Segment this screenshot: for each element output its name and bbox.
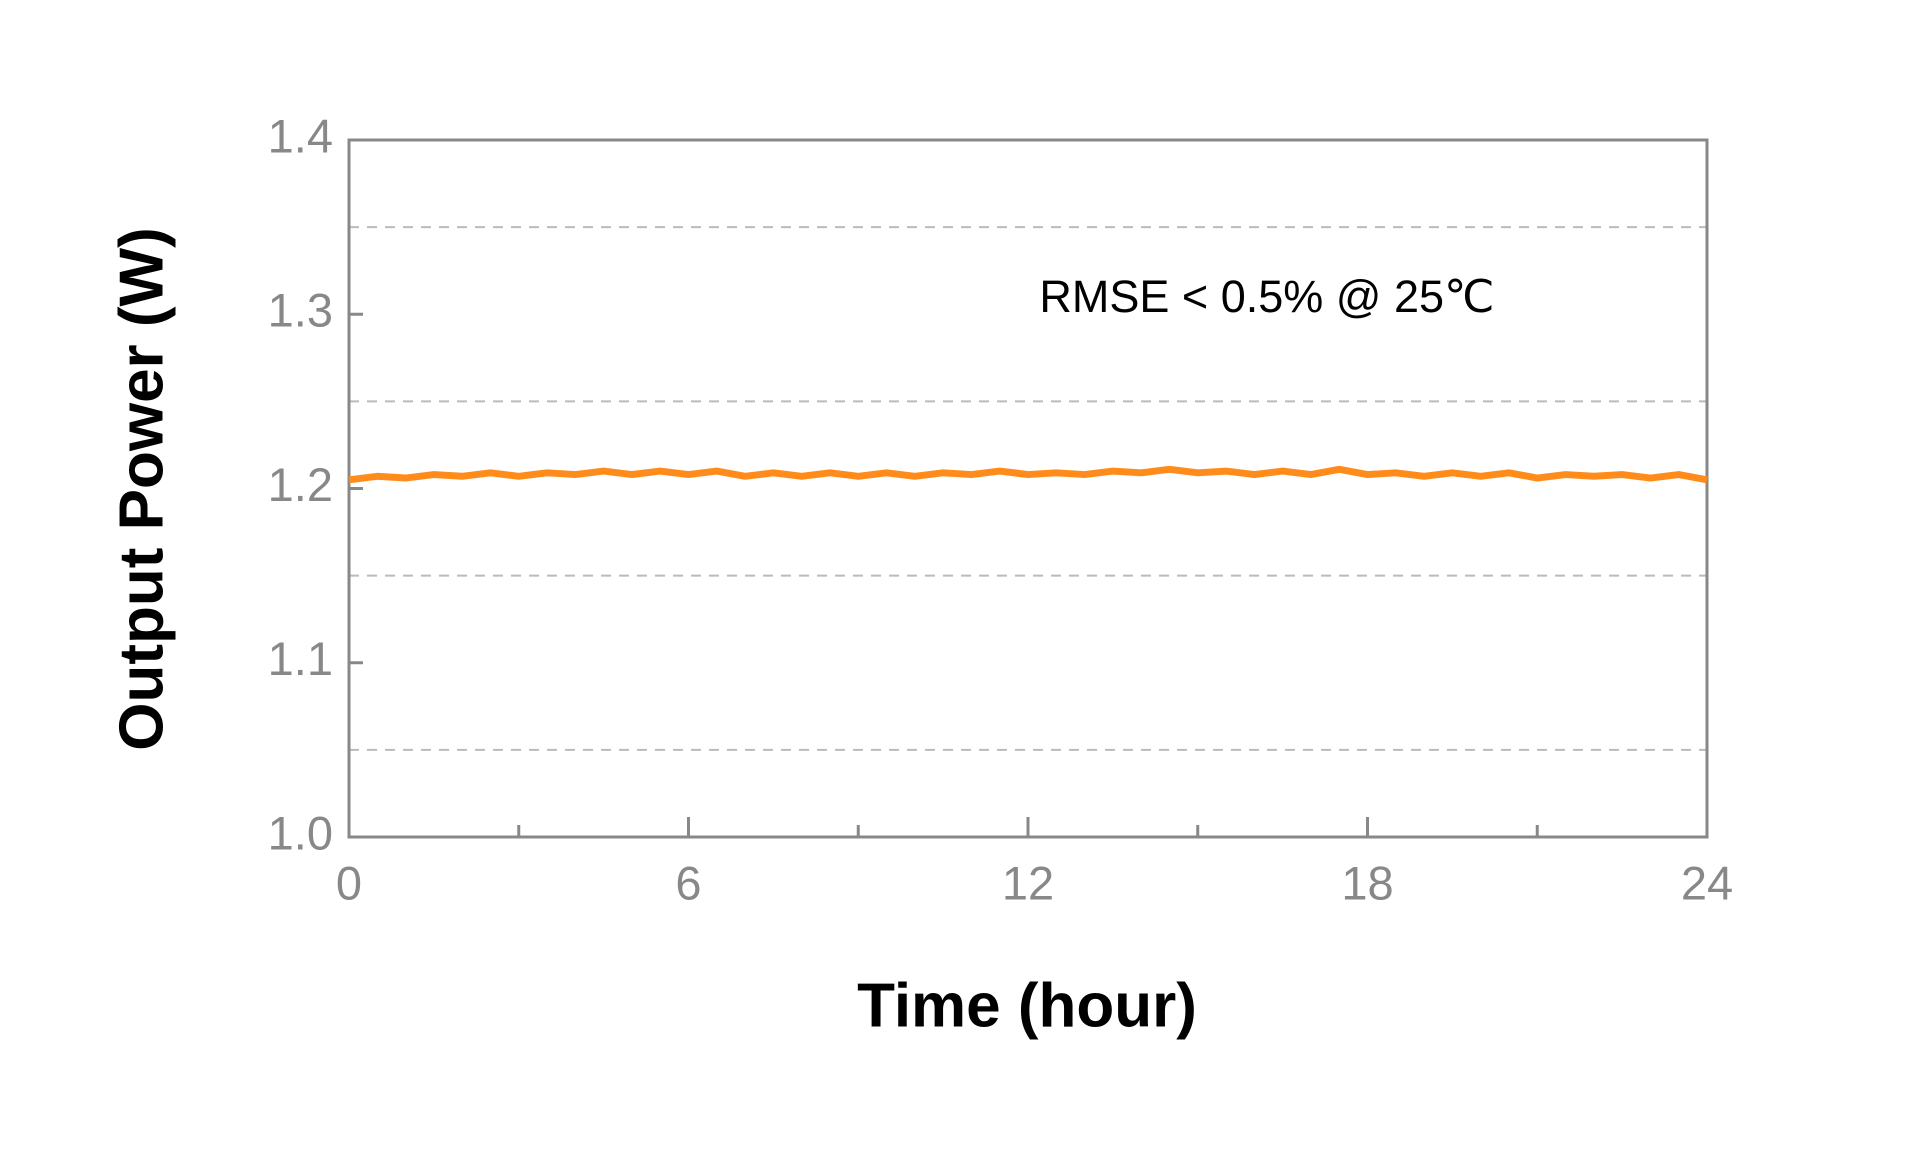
y-tick-label: 1.1 bbox=[268, 632, 333, 685]
plot-frame bbox=[347, 138, 1709, 839]
x-axis-title: Time (hour) bbox=[857, 971, 1197, 1040]
x-tick-label: 0 bbox=[336, 856, 362, 909]
y-tick-label: 1.3 bbox=[268, 284, 333, 337]
y-axis-title: Output Power (W) bbox=[107, 227, 176, 750]
annotation: RMSE < 0.5% @ 25℃ bbox=[1039, 271, 1494, 322]
x-tick-label: 24 bbox=[1681, 856, 1733, 909]
y-tick-label: 1.4 bbox=[268, 109, 333, 162]
x-tick-label: 18 bbox=[1341, 856, 1393, 909]
y-tick-label: 1.2 bbox=[268, 458, 333, 511]
x-tick-label: 6 bbox=[675, 856, 701, 909]
y-tick-label: 1.0 bbox=[268, 806, 333, 859]
x-tick-label: 12 bbox=[1002, 856, 1054, 909]
data-line bbox=[348, 465, 1708, 484]
